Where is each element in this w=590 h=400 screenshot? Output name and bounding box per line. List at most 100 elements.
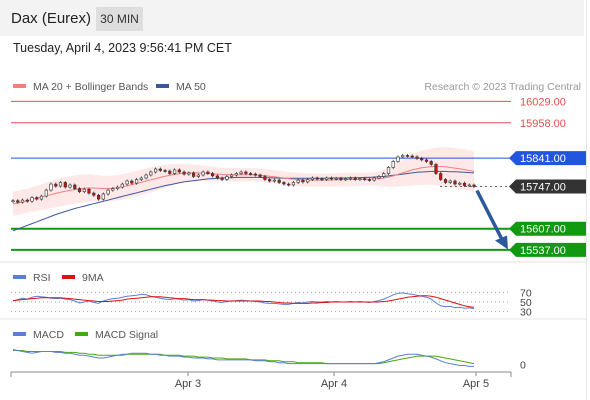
candle-body (149, 171, 153, 176)
legend-swatch (13, 84, 26, 88)
candle-body (353, 177, 357, 180)
candle-body (73, 184, 77, 189)
level-label: 15537.00 (520, 245, 566, 257)
candle-body (68, 184, 72, 188)
legend-swatch (13, 332, 26, 336)
ma20-line (12, 165, 475, 205)
candle-body (220, 177, 224, 180)
x-tick-label: Apr 5 (463, 378, 489, 390)
level-label-box (509, 179, 586, 194)
candle-body (386, 167, 391, 174)
rsi-tick-label: 50 (520, 297, 532, 309)
candle-body (282, 182, 286, 185)
level-label-box (509, 151, 586, 166)
candle-body (325, 177, 329, 180)
candle-body (429, 161, 433, 165)
candle-body (363, 178, 367, 180)
x-tick-label: Apr 4 (321, 378, 347, 390)
candle-body (82, 188, 86, 192)
candle-body (16, 200, 20, 203)
candle-body (453, 180, 457, 185)
candle-body (310, 177, 315, 180)
candle-body (77, 188, 82, 192)
candle-body (396, 156, 400, 162)
candle-body (443, 179, 448, 183)
legend-label: RSI (33, 272, 51, 284)
candle-body (215, 175, 220, 179)
candle-body (329, 177, 334, 180)
candle-body (25, 199, 29, 202)
candle-body (401, 155, 405, 158)
level-label: 15841.00 (520, 153, 566, 165)
candle-body (39, 195, 44, 200)
candle-body (306, 179, 310, 183)
candle-body (291, 182, 296, 186)
candle-body (301, 179, 305, 183)
candle-body (230, 174, 234, 177)
rsi-ma-line (12, 295, 475, 308)
candle-body (158, 168, 162, 171)
candle-body (277, 179, 281, 183)
candle-body (267, 179, 272, 182)
candle-body (135, 179, 139, 184)
macd-signal-line (13, 350, 475, 365)
macd-line (12, 349, 474, 367)
rsi-tick-label: 70 (520, 287, 532, 299)
candle-body (382, 173, 386, 177)
candle-body (472, 184, 476, 187)
candle-body (177, 169, 181, 173)
candle-body (358, 178, 362, 180)
candle-body (334, 178, 338, 180)
candle-body (111, 188, 115, 191)
candle-body (92, 192, 96, 196)
candle-body (125, 180, 129, 185)
level-label: 15607.00 (520, 224, 566, 236)
candle-body (163, 170, 167, 172)
legend-swatch (62, 275, 75, 279)
candle-body (391, 161, 395, 168)
candle-body (249, 173, 253, 175)
candle-body (420, 158, 424, 161)
candle-body (192, 172, 196, 177)
legend-label: 9MA (82, 272, 104, 284)
candle-body (244, 171, 248, 174)
candle-body (348, 177, 353, 180)
timeframe-badge[interactable]: 30 MIN (96, 7, 143, 31)
candle-body (120, 183, 124, 188)
candle-body (253, 173, 258, 176)
candle-body (434, 164, 438, 174)
level-label: 15747.00 (520, 181, 566, 193)
candle-body (405, 155, 410, 157)
candle-body (372, 177, 376, 181)
candle-body (410, 155, 414, 158)
candle-body (144, 174, 148, 179)
candle-body (424, 159, 429, 162)
level-label: 16029.00 (520, 96, 566, 108)
candle-body (187, 172, 191, 175)
candle-body (87, 188, 91, 194)
forecast-arrow-head (495, 235, 508, 250)
legend-label: MACD Signal (95, 329, 158, 341)
level-label-box (509, 242, 586, 257)
candle-body (225, 176, 229, 180)
candle-body (296, 179, 300, 183)
watermark: Research © 2023 Trading Central (424, 81, 581, 93)
right-border (586, 0, 587, 400)
forecast-arrow (475, 189, 505, 243)
candle-body (106, 189, 110, 195)
candle-body (30, 197, 34, 202)
legend-label: MA 20 + Bollinger Bands (33, 81, 148, 93)
legend-swatch (75, 332, 88, 336)
instrument-title: Dax (Eurex) (11, 10, 92, 27)
candle-body (201, 171, 205, 176)
candle-body (272, 179, 277, 182)
candle-body (154, 168, 158, 173)
candle-body (54, 183, 58, 187)
candle-body (458, 182, 462, 185)
candle-body (415, 156, 419, 159)
candle-body (101, 193, 105, 200)
chart-header: Dax (Eurex) 30 MIN (0, 0, 584, 36)
level-label-box (509, 221, 586, 236)
x-tick-label: Apr 3 (175, 378, 201, 390)
legend-label: MA 50 (176, 81, 206, 93)
